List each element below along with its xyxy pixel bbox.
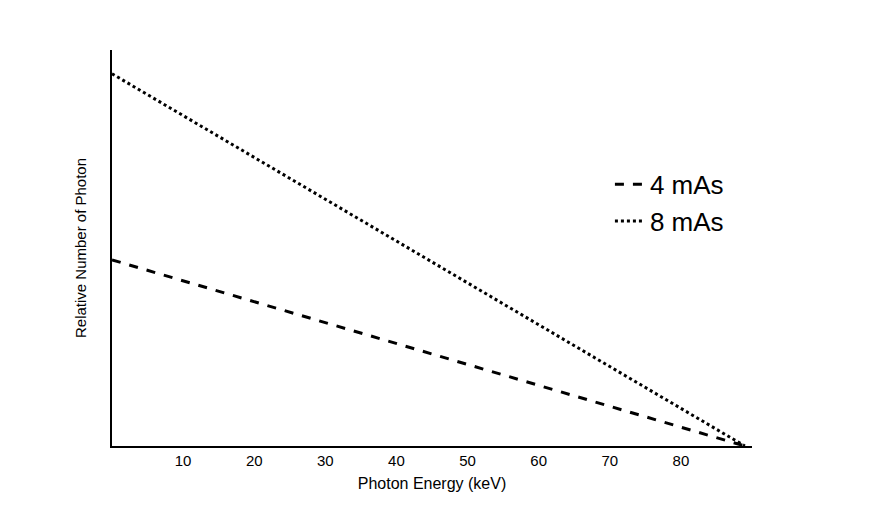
svg-text:60: 60: [530, 452, 547, 469]
svg-text:30: 30: [317, 452, 334, 469]
svg-text:8 mAs: 8 mAs: [650, 207, 724, 237]
svg-text:20: 20: [246, 452, 263, 469]
svg-text:50: 50: [459, 452, 476, 469]
svg-text:40: 40: [388, 452, 405, 469]
svg-text:70: 70: [601, 452, 618, 469]
svg-text:4 mAs: 4 mAs: [650, 170, 724, 200]
svg-text:Photon Energy (keV): Photon Energy (keV): [358, 475, 507, 492]
svg-text:Relative Number of Photon: Relative Number of Photon: [72, 158, 89, 338]
svg-text:80: 80: [673, 452, 690, 469]
svg-text:10: 10: [175, 452, 192, 469]
